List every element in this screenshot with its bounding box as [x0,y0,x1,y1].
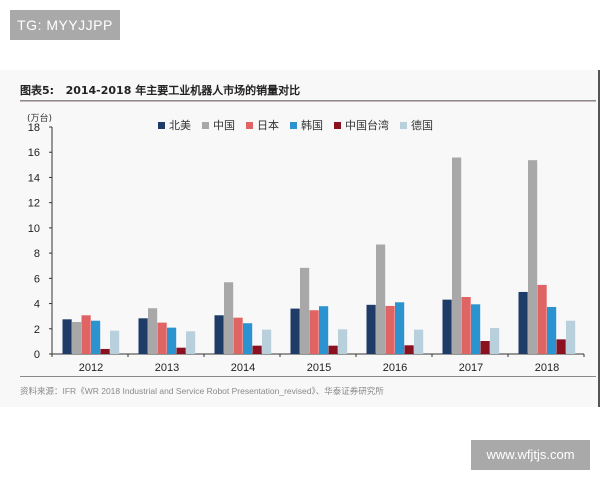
legend-swatch [158,121,165,129]
bar [290,308,300,354]
bar [452,157,462,354]
bar [338,329,348,354]
bar [157,322,167,354]
bar [566,320,576,354]
figure-title-text: 2014-2018 年主要工业机器人市场的销量对比 [65,84,301,97]
x-tick-label: 2014 [231,362,255,374]
legend-label: 德国 [411,119,433,132]
bar [395,302,405,354]
bar [376,244,386,354]
bar [490,328,500,354]
bar [214,315,224,354]
bar [167,327,177,354]
y-tick-label: 12 [28,198,40,210]
y-axis-unit: (万台) [27,114,53,124]
chart-legend: 北美 中国 日本 韩国 中国台湾 德国 [158,117,444,133]
bar [328,345,338,354]
bar [480,341,490,354]
legend-item: 日本 [246,117,279,133]
bar [537,284,547,354]
y-tick-label: 14 [28,172,40,184]
bar [309,310,319,354]
bar [471,304,481,354]
legend-swatch [246,121,253,129]
x-tick-label: 2017 [459,362,483,374]
legend-label: 北美 [169,119,191,132]
source-note: 资料来源：IFR《WR 2018 Industrial and Service … [20,386,384,396]
bar [414,329,424,354]
title-divider [20,100,596,101]
y-tick-label: 18 [28,122,40,134]
legend-swatch [334,121,341,129]
legend-swatch [400,121,407,129]
x-tick-label: 2018 [535,362,559,374]
watermark-top: TG: MYYJJPP [10,10,120,40]
legend-item: 北美 [158,117,191,133]
y-tick-label: 4 [34,299,40,311]
bar [91,320,101,354]
bar [262,329,272,354]
x-tick-label: 2012 [79,362,103,374]
y-tick-label: 2 [34,324,40,336]
legend-label: 中国台湾 [345,119,389,132]
bar [556,339,566,354]
bar [528,160,538,354]
bar [72,321,82,354]
legend-swatch [290,121,297,129]
figure-title: 图表5: 2014-2018 年主要工业机器人市场的销量对比 [20,82,300,98]
source-divider [20,376,596,377]
bar [243,323,253,354]
watermark-bottom: www.wfjtjs.com [471,440,590,470]
bar [233,317,243,354]
legend-item: 中国 [202,117,235,133]
bar [100,348,110,354]
legend-swatch [202,121,209,129]
chart-panel: 图表5: 2014-2018 年主要工业机器人市场的销量对比 (万台) 北美 中国… [0,70,600,407]
bar [319,306,329,354]
y-tick-label: 8 [34,248,40,260]
bar [110,330,120,354]
bar [366,304,376,354]
bar [252,345,262,354]
x-tick-label: 2013 [155,362,179,374]
legend-item: 韩国 [290,117,323,133]
y-tick-label: 16 [28,147,40,159]
bar [461,296,471,354]
bar [300,267,310,354]
bar [176,347,186,354]
bar [224,282,234,354]
y-tick-label: 10 [28,223,40,235]
bar [404,345,414,354]
legend-item: 德国 [400,117,433,133]
bar [442,299,452,354]
bar [62,319,72,354]
bar [138,318,148,354]
x-tick-label: 2015 [307,362,331,374]
legend-label: 中国 [213,119,235,132]
bar [81,315,91,354]
figure-label: 图表5: [20,84,55,97]
x-tick-label: 2016 [383,362,407,374]
legend-item: 中国台湾 [334,117,389,133]
bar [547,306,557,354]
bar [518,291,528,354]
legend-label: 日本 [257,119,279,132]
bar-chart: 0 2 4 6 8 10 12 14 16 18 2012 2013 2014 2015 2016 2017 2… [28,122,585,374]
y-tick-label: 0 [34,349,40,361]
bar [148,308,158,354]
bar [186,331,196,354]
y-tick-label: 6 [34,273,40,285]
legend-label: 韩国 [301,119,323,132]
bar [385,305,395,354]
